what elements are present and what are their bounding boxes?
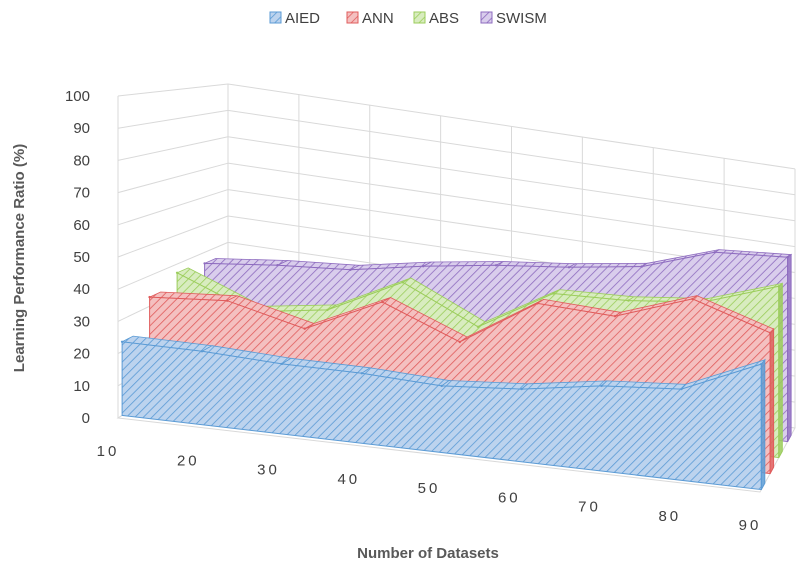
data-point xyxy=(422,265,425,268)
data-point xyxy=(381,300,384,304)
data-point xyxy=(203,262,206,265)
ribbon-end-cap xyxy=(778,282,783,458)
data-point xyxy=(760,362,763,366)
x-tick-label: 10 xyxy=(97,443,120,460)
x-tick-label: 70 xyxy=(578,499,601,516)
data-point xyxy=(175,271,179,274)
data-point xyxy=(680,387,683,391)
y-tick-label: 90 xyxy=(73,120,90,137)
y-axis-ticks: 0 10 20 30 40 50 60 70 80 90 100 xyxy=(65,88,90,427)
data-point xyxy=(148,295,151,299)
x-axis-title: Number of Datasets xyxy=(357,545,499,562)
data-point xyxy=(349,268,352,271)
y-tick-label: 60 xyxy=(73,217,90,234)
side-gridline xyxy=(117,109,229,129)
side-gridline xyxy=(117,215,229,258)
data-point xyxy=(458,340,461,344)
ribbon-front-face xyxy=(121,341,762,491)
data-point xyxy=(326,308,329,312)
x-axis-ticks: 10 20 30 40 50 60 70 80 90 xyxy=(97,443,762,534)
data-point xyxy=(401,281,404,284)
ribbon-end-cap xyxy=(787,253,792,442)
data-point xyxy=(494,264,498,267)
side-gridline xyxy=(117,189,229,226)
data-point xyxy=(280,362,284,366)
y-tick-label: 80 xyxy=(73,152,90,169)
legend-swatch xyxy=(480,11,493,24)
y-tick-label: 50 xyxy=(73,249,90,266)
series-ribbons xyxy=(120,249,793,491)
y-axis-title: Learning Performance Ratio (%) xyxy=(11,144,28,372)
y-tick-label: 100 xyxy=(65,88,90,105)
data-point xyxy=(303,327,306,330)
y-tick-label: 20 xyxy=(73,346,90,363)
data-point xyxy=(536,302,539,305)
legend-label: SWISM xyxy=(496,10,547,27)
legend-swatch xyxy=(346,11,359,24)
x-tick-label: 90 xyxy=(739,517,762,534)
legend: AIED ANN ABS SWISM xyxy=(269,10,547,27)
data-point xyxy=(552,292,555,295)
data-point xyxy=(520,387,523,391)
legend-label: AIED xyxy=(285,10,320,27)
data-point xyxy=(768,331,772,334)
legend-swatch xyxy=(269,11,282,24)
y-tick-label: 30 xyxy=(73,313,90,330)
data-point xyxy=(476,325,480,328)
side-gridline xyxy=(117,83,229,97)
side-gridline xyxy=(117,136,229,161)
data-point xyxy=(691,297,694,301)
x-tick-label: 60 xyxy=(498,489,521,506)
y-tick-label: 0 xyxy=(82,410,90,427)
data-point xyxy=(276,264,279,267)
ribbon-end-cap xyxy=(760,358,766,490)
ribbon-end-cap xyxy=(769,327,775,474)
data-point xyxy=(786,256,789,259)
data-point xyxy=(360,372,363,375)
y-tick-label: 70 xyxy=(73,185,90,202)
legend-swatch xyxy=(413,11,426,24)
data-point xyxy=(440,384,443,388)
data-point xyxy=(627,299,630,302)
data-point xyxy=(640,265,643,268)
y-tick-label: 40 xyxy=(73,281,90,298)
x-tick-label: 40 xyxy=(337,471,360,488)
data-point xyxy=(226,299,229,302)
data-point xyxy=(600,384,603,388)
side-gridline xyxy=(117,162,229,194)
side-gridline xyxy=(117,241,229,290)
legend-label: ANN xyxy=(362,10,394,27)
x-tick-label: 30 xyxy=(257,462,280,479)
x-tick-label: 20 xyxy=(177,452,200,469)
data-point xyxy=(713,251,716,254)
data-point xyxy=(200,350,204,353)
x-tick-label: 80 xyxy=(658,508,681,525)
data-point xyxy=(120,340,124,343)
legend-label: ABS xyxy=(429,10,459,27)
data-point xyxy=(777,285,780,288)
data-point xyxy=(567,266,571,269)
data-point xyxy=(613,315,617,318)
series-aied xyxy=(120,335,766,491)
x-tick-label: 50 xyxy=(418,480,441,497)
y-tick-label: 10 xyxy=(73,378,90,395)
